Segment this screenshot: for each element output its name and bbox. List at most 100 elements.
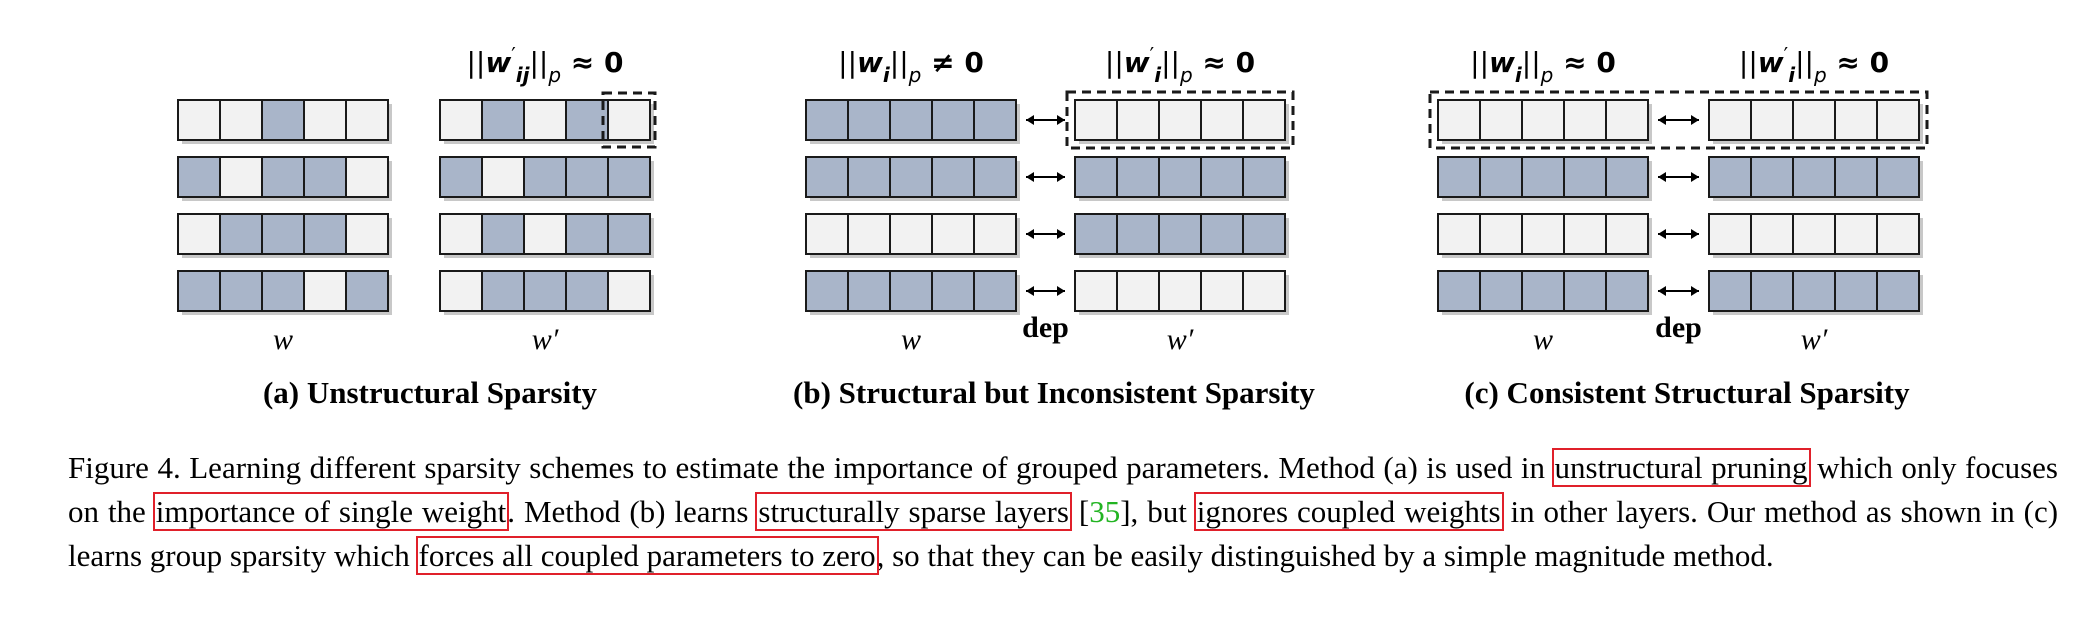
figure-caption: Figure 4. Learning different sparsity sc… xyxy=(68,446,2058,578)
panel-b-wprime-weight-cell xyxy=(1116,270,1160,312)
citation-link[interactable]: 35 xyxy=(1089,494,1121,529)
arrow-head-left xyxy=(1658,172,1666,182)
panel-a-wprime-weight-cell xyxy=(481,213,525,255)
panel-a-wprime-weight-cell xyxy=(439,270,483,312)
panel-b-w-weight-cell xyxy=(973,213,1017,255)
panel-a-wprime-weight-cell xyxy=(523,213,567,255)
panel-b-w-weight-cell xyxy=(973,270,1017,312)
panel-b-w-weight-cell xyxy=(847,99,891,141)
panel-b-w-weight-cell xyxy=(847,270,891,312)
panel-a-wprime-weight-cell xyxy=(565,213,609,255)
panel-a-wprime-weight-cell xyxy=(565,156,609,198)
caption-text: Figure 4. Learning different sparsity sc… xyxy=(68,450,1554,485)
arrow-head-left xyxy=(1026,286,1034,296)
panel-b-right-formula: ||w′i||p ≈ 0 xyxy=(1105,43,1255,87)
panel-a-w-weight-cell xyxy=(261,99,305,141)
panel-c-w-weight-cell xyxy=(1437,213,1481,255)
arrow-head-left xyxy=(1026,229,1034,239)
panel-c-w-label: w xyxy=(1533,323,1553,356)
panel-c-w-weight-cell xyxy=(1563,213,1607,255)
caption-text: , so that they can be easily distinguish… xyxy=(876,538,1774,573)
panel-b-title: (b) Structural but Inconsistent Sparsity xyxy=(793,375,1315,410)
panel-a-w-weight-cell xyxy=(177,213,221,255)
panel-b-dep-label: dep xyxy=(1022,311,1069,344)
panel-c-w-weight-cell xyxy=(1563,99,1607,141)
panel-b-pruned-row-box xyxy=(1065,90,1295,150)
arrow-head-left xyxy=(1026,115,1034,125)
panel-b-wprime-weight-cell xyxy=(1242,213,1286,255)
panel-b-w-weight-cell xyxy=(973,99,1017,141)
panel-c-w-weight-cell xyxy=(1605,270,1649,312)
panel-c-wprime-weight-cell xyxy=(1876,213,1920,255)
panel-c-w-weight-cell xyxy=(1605,99,1649,141)
panel-a-wprime-weight-cell xyxy=(523,99,567,141)
panel-c-wprime-weight-cell xyxy=(1834,99,1878,141)
panel-b-wprime-label: w′ xyxy=(1167,323,1194,356)
panel-a-pruned-cell-box xyxy=(601,91,657,149)
panel-a-w-weight-cell xyxy=(177,99,221,141)
panel-b-w-weight-cell xyxy=(931,213,975,255)
panel-a-w-weight-cell xyxy=(345,213,389,255)
panel-c-wprime-weight-cell xyxy=(1792,213,1836,255)
highlight-structurally-sparse-layers: structurally sparse layers xyxy=(755,492,1072,531)
panel-c-wprime-weight-cell xyxy=(1834,213,1878,255)
panel-b-wprime-weight-cell xyxy=(1200,213,1244,255)
panel-a-wprime-weight-cell xyxy=(565,99,609,141)
panel-b-wprime-weight-cell xyxy=(1074,99,1118,141)
panel-c-wprime-weight-cell xyxy=(1708,270,1752,312)
panel-a-w-weight-cell xyxy=(177,156,221,198)
panel-a-wprime-weight-cell xyxy=(481,99,525,141)
panel-b-w-weight-cell xyxy=(889,156,933,198)
panel-c-wprime-weight-cell xyxy=(1834,156,1878,198)
arrow-head-right xyxy=(1691,115,1699,125)
panel-a-wprime-weight-cell xyxy=(481,156,525,198)
panel-a-wprime-weight-cell xyxy=(523,156,567,198)
panel-a-wprime-weight-cell xyxy=(607,156,651,198)
panel-b-wprime-weight-cell xyxy=(1242,156,1286,198)
panel-c-w-weight-cell xyxy=(1437,270,1481,312)
panel-c-right-formula: ||w′i||p ≈ 0 xyxy=(1739,43,1889,87)
panel-a-wprime-label: w′ xyxy=(532,323,559,356)
panel-a-w-weight-cell xyxy=(219,99,263,141)
panel-a-wprime-weight-cell xyxy=(439,213,483,255)
panel-a-title: (a) Unstructural Sparsity xyxy=(263,375,598,410)
panel-c-wprime-weight-cell xyxy=(1876,270,1920,312)
panel-b-w-label: w xyxy=(901,323,921,356)
panel-a-w-weight-cell xyxy=(219,270,263,312)
panel-a-w-weight-cell xyxy=(261,270,305,312)
arrow-head-left xyxy=(1026,172,1034,182)
panel-b-w-weight-cell xyxy=(931,99,975,141)
panel-c-w-weight-cell xyxy=(1479,99,1523,141)
panel-c-w-weight-cell xyxy=(1563,270,1607,312)
panel-c-w-weight-cell xyxy=(1479,270,1523,312)
panel-c-dep-label: dep xyxy=(1655,311,1702,344)
panel-b-wprime-weight-cell xyxy=(1158,270,1202,312)
arrow-head-right xyxy=(1691,229,1699,239)
highlight-ignores-coupled-weights: ignores coupled weights xyxy=(1193,492,1504,531)
panel-b-wprime-weight-cell xyxy=(1200,270,1244,312)
highlight-importance-single-weight: importance of single weight xyxy=(152,492,510,531)
panel-c-wprime-weight-cell xyxy=(1750,156,1794,198)
arrow-head-right xyxy=(1057,172,1065,182)
panel-c-wprime-weight-cell xyxy=(1792,99,1836,141)
panel-b-wprime-weight-cell xyxy=(1158,99,1202,141)
panel-c-wprime-weight-cell xyxy=(1708,99,1752,141)
panel-a-w-weight-cell xyxy=(303,213,347,255)
panel-a-right-formula: ||w′ij||p ≈ 0 xyxy=(466,43,623,87)
panel-a-wprime-weight-cell xyxy=(607,213,651,255)
panel-b-wprime-weight-cell xyxy=(1200,156,1244,198)
panel-a-w-label: w xyxy=(273,323,293,356)
panel-c-w-weight-cell xyxy=(1563,156,1607,198)
caption-text: [ xyxy=(1069,494,1090,529)
panel-a-wprime-weight-cell xyxy=(565,270,609,312)
caption-text: ], but xyxy=(1120,494,1196,529)
panel-b-w-weight-cell xyxy=(889,213,933,255)
panel-b-w-weight-cell xyxy=(805,156,849,198)
panel-c-w-weight-cell xyxy=(1521,270,1565,312)
panel-c-wprime-weight-cell xyxy=(1792,270,1836,312)
panel-c-wprime-weight-cell xyxy=(1876,156,1920,198)
panel-c-w-weight-cell xyxy=(1521,99,1565,141)
panel-a-wprime-weight-cell xyxy=(439,156,483,198)
panel-a-w-weight-cell xyxy=(303,270,347,312)
arrow-head-right xyxy=(1691,172,1699,182)
